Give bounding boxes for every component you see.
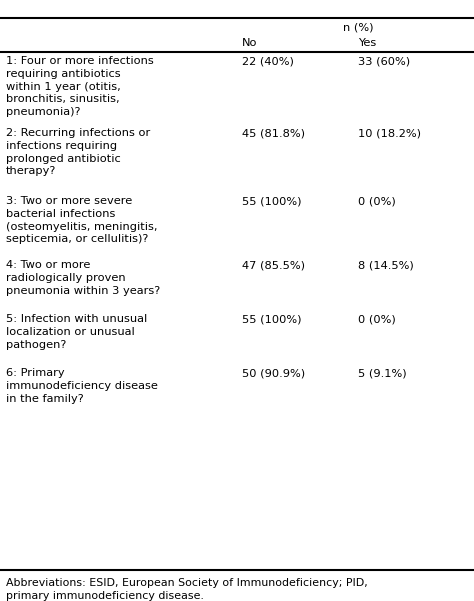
Text: 10 (18.2%): 10 (18.2%) [358, 128, 421, 138]
Text: 55 (100%): 55 (100%) [242, 196, 301, 206]
Text: No: No [242, 38, 257, 48]
Text: Yes: Yes [358, 38, 376, 48]
Text: 22 (40%): 22 (40%) [242, 56, 293, 66]
Text: 1: Four or more infections
requiring antibiotics
within 1 year (otitis,
bronchit: 1: Four or more infections requiring ant… [6, 56, 154, 117]
Text: 3: Two or more severe
bacterial infections
(osteomyelitis, meningitis,
septicemi: 3: Two or more severe bacterial infectio… [6, 196, 157, 245]
Text: 33 (60%): 33 (60%) [358, 56, 410, 66]
Text: 2: Recurring infections or
infections requiring
prolonged antibiotic
therapy?: 2: Recurring infections or infections re… [6, 128, 150, 177]
Text: Abbreviations: ESID, European Society of Immunodeficiency; PID,
primary immunode: Abbreviations: ESID, European Society of… [6, 578, 367, 601]
Text: 50 (90.9%): 50 (90.9%) [242, 368, 305, 378]
Text: 5 (9.1%): 5 (9.1%) [358, 368, 407, 378]
Text: 8 (14.5%): 8 (14.5%) [358, 260, 414, 270]
Text: 47 (85.5%): 47 (85.5%) [242, 260, 305, 270]
Text: 5: Infection with unusual
localization or unusual
pathogen?: 5: Infection with unusual localization o… [6, 314, 147, 350]
Text: 55 (100%): 55 (100%) [242, 314, 301, 324]
Text: n (%): n (%) [343, 22, 373, 32]
Text: 6: Primary
immunodeficiency disease
in the family?: 6: Primary immunodeficiency disease in t… [6, 368, 157, 404]
Text: 0 (0%): 0 (0%) [358, 314, 396, 324]
Text: 45 (81.8%): 45 (81.8%) [242, 128, 305, 138]
Text: 4: Two or more
radiologically proven
pneumonia within 3 years?: 4: Two or more radiologically proven pne… [6, 260, 160, 296]
Text: 0 (0%): 0 (0%) [358, 196, 396, 206]
